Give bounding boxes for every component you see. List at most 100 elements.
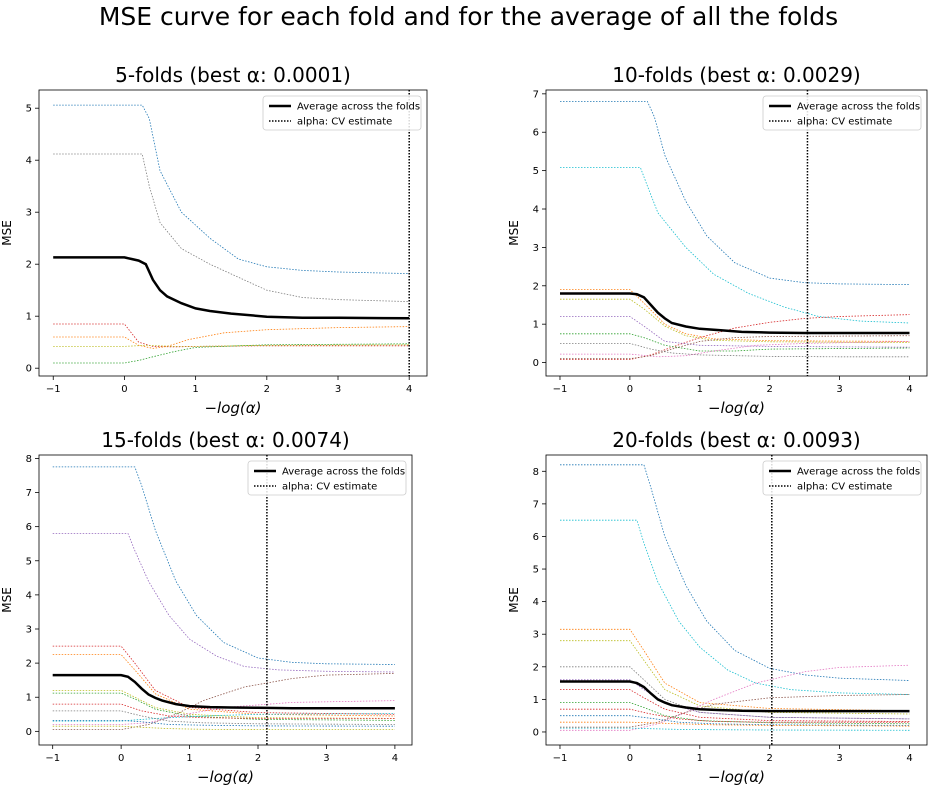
fold-line-5 <box>560 666 910 720</box>
y-tick-label: 7 <box>26 488 32 499</box>
x-tick-label: 0 <box>627 753 633 764</box>
fold-line-7 <box>52 673 395 731</box>
fold-line-2 <box>560 519 910 695</box>
x-tick-label: 3 <box>836 753 842 764</box>
legend-average-label: Average across the folds <box>797 102 920 113</box>
y-tick-label: 5 <box>26 556 32 567</box>
x-tick-label: 2 <box>767 384 773 395</box>
legend-average-label: Average across the folds <box>282 467 405 478</box>
average-line <box>560 292 910 335</box>
fold-line-8 <box>52 700 395 725</box>
y-tick-label: 3 <box>26 208 32 219</box>
fold-line-5 <box>53 343 410 364</box>
fold-line-2 <box>52 533 395 673</box>
x-tick-label: 2 <box>767 753 773 764</box>
x-tick-label: 1 <box>697 753 703 764</box>
chart-10-folds: 10-folds (best α: 0.0029) −1 0 1 2 3 4 0 1 2 3 4 5 6 7… <box>507 63 928 417</box>
x-tick-label: 4 <box>906 384 912 395</box>
y-axis-label: MSE <box>507 220 521 246</box>
y-tick-label: 6 <box>533 532 539 543</box>
x-axis-label: −log(α) <box>204 399 261 417</box>
legend-box <box>262 95 422 131</box>
fold-line-10 <box>52 710 395 725</box>
chart-title: 10-folds (best α: 0.0029) <box>612 63 860 87</box>
fold-curves <box>53 104 410 364</box>
chart-title: 5-folds (best α: 0.0001) <box>115 63 351 87</box>
y-tick-label: 1 <box>533 695 539 706</box>
y-tick-label: 2 <box>533 662 539 673</box>
fold-line-13 <box>52 703 395 719</box>
y-tick-label: 4 <box>26 156 32 167</box>
figure-title: MSE curve for each fold and for the aver… <box>98 2 839 31</box>
y-tick-label: 4 <box>533 205 539 216</box>
axes-frame <box>38 454 413 746</box>
x-tick-label: −1 <box>553 753 568 764</box>
fold-line-4 <box>560 640 910 715</box>
y-axis-label: MSE <box>0 587 14 613</box>
axes-frame <box>545 454 928 746</box>
fold-line-2 <box>53 153 410 302</box>
y-tick-label: 0 <box>26 727 32 738</box>
x-tick-label: 1 <box>697 384 703 395</box>
chart-5-folds: 5-folds (best α: 0.0001) −1 0 1 2 3 4 0 1 2 3 4 5 −lo… <box>0 63 428 417</box>
y-tick-label: 3 <box>26 625 32 636</box>
x-tick-label: −1 <box>553 384 568 395</box>
y-tick-label: 1 <box>533 320 539 331</box>
y-tick-label: 5 <box>26 104 32 115</box>
legend-cv-label: alpha: CV estimate <box>297 117 392 128</box>
x-tick-label: 4 <box>406 384 412 395</box>
fold-line-12 <box>52 725 395 731</box>
y-tick-label: 7 <box>533 89 539 100</box>
fold-line-3 <box>52 645 395 715</box>
fold-line-8 <box>560 341 910 358</box>
y-tick-label: 8 <box>26 454 32 465</box>
y-tick-label: 5 <box>533 166 539 177</box>
average-line <box>52 673 395 710</box>
chart-20-folds: 20-folds (best α: 0.0093) −1 0 1 2 3 4 0 1 2 3 4 5 6 7… <box>507 428 928 786</box>
y-tick-label: 5 <box>533 565 539 576</box>
fold-line-2 <box>560 167 910 324</box>
axes-frame <box>38 89 428 377</box>
y-tick-label: 3 <box>533 630 539 641</box>
fold-line-3 <box>560 628 910 712</box>
x-axis-label: −log(α) <box>708 768 765 786</box>
average-line <box>53 256 410 320</box>
x-tick-label: 4 <box>906 753 912 764</box>
y-tick-label: 2 <box>26 260 32 271</box>
legend-cv-label: alpha: CV estimate <box>797 117 892 128</box>
x-tick-label: −1 <box>46 384 61 395</box>
fold-line-8 <box>560 679 910 720</box>
fold-line-1 <box>560 464 910 681</box>
fold-curves <box>560 101 910 360</box>
fold-line-1 <box>560 101 910 285</box>
average-line <box>560 680 910 713</box>
fold-curves <box>52 466 395 731</box>
chart-title: 20-folds (best α: 0.0093) <box>612 428 860 452</box>
x-tick-label: 3 <box>836 384 842 395</box>
y-axis-label: MSE <box>0 220 14 246</box>
y-tick-label: 0 <box>533 727 539 738</box>
x-tick-label: 4 <box>392 753 398 764</box>
legend: Average across the folds alpha: CV estima… <box>762 460 922 496</box>
fold-line-13 <box>560 727 910 731</box>
legend-average-label: Average across the folds <box>297 102 420 113</box>
y-tick-label: 3 <box>533 243 539 254</box>
legend-cv-label: alpha: CV estimate <box>797 482 892 493</box>
chart-title: 15-folds (best α: 0.0074) <box>101 428 349 452</box>
y-tick-label: 4 <box>533 597 539 608</box>
y-tick-label: 1 <box>26 312 32 323</box>
legend-average-label: Average across the folds <box>797 467 920 478</box>
x-tick-label: 0 <box>121 384 127 395</box>
fold-line-6 <box>560 316 910 348</box>
fold-line-9 <box>560 335 910 360</box>
legend: Average across the folds alpha: CV estima… <box>762 95 922 131</box>
fold-line-4 <box>52 654 395 717</box>
x-tick-label: 2 <box>255 753 261 764</box>
axes-frame <box>545 89 928 377</box>
fold-line-4 <box>53 326 410 349</box>
x-tick-label: 0 <box>118 753 124 764</box>
y-tick-label: 4 <box>26 590 32 601</box>
fold-line-6 <box>560 664 910 731</box>
fold-line-11 <box>560 715 910 726</box>
fold-line-5 <box>560 314 910 360</box>
